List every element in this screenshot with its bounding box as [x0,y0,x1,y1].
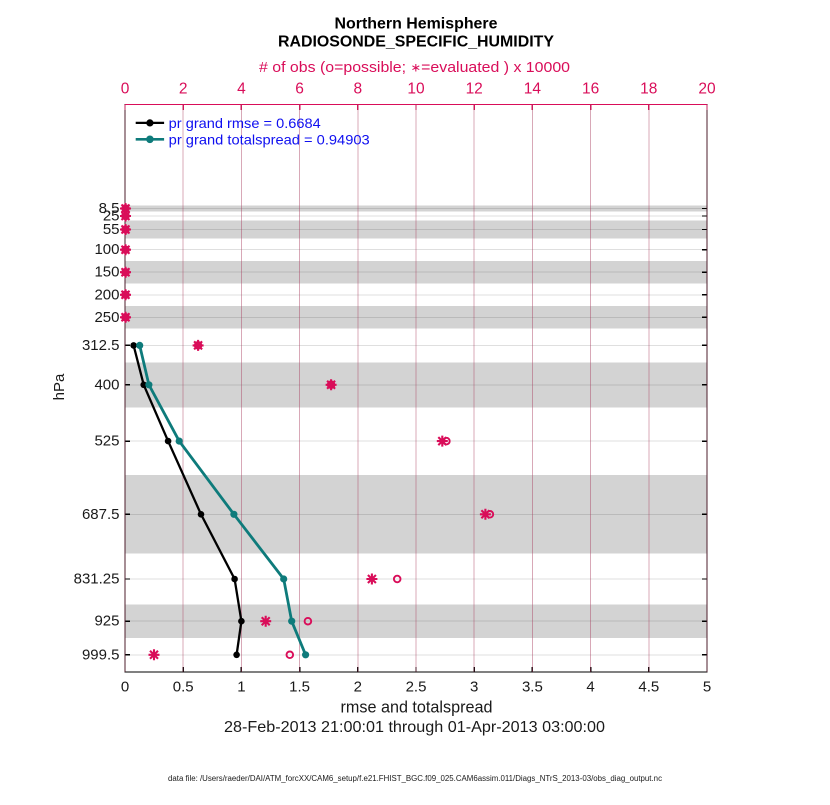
svg-text:12: 12 [466,81,483,98]
svg-text:10: 10 [407,81,425,98]
svg-text:8.5: 8.5 [99,200,120,217]
svg-text:150: 150 [94,264,119,281]
svg-text:100: 100 [94,241,119,258]
svg-text:25: 25 [103,208,120,225]
svg-text:250: 250 [94,309,119,326]
svg-text:2: 2 [354,679,362,696]
svg-text:hPa: hPa [51,373,68,400]
svg-text:0: 0 [121,81,130,98]
svg-text:925: 925 [94,613,119,630]
svg-text:999.5: 999.5 [82,646,120,663]
svg-text:200: 200 [94,286,119,303]
svg-text:Northern Hemisphere: Northern Hemisphere [335,16,498,33]
svg-text:rmse and totalspread: rmse and totalspread [341,699,493,717]
svg-text:525: 525 [94,433,119,450]
svg-text:20: 20 [698,81,716,98]
svg-text:18: 18 [640,81,657,98]
svg-text:6: 6 [295,81,304,98]
svg-text:0: 0 [121,679,129,696]
svg-text:data file: /Users/raeder/DAI/A: data file: /Users/raeder/DAI/ATM_forcXX/… [168,774,662,783]
svg-text:312.5: 312.5 [82,337,120,354]
svg-text:4.5: 4.5 [638,679,659,696]
svg-text:4: 4 [237,81,246,98]
svg-text:55: 55 [103,221,120,238]
svg-text:3: 3 [470,679,478,696]
svg-text:5: 5 [703,679,711,696]
svg-text:400: 400 [94,376,119,393]
svg-text:14: 14 [524,81,542,98]
svg-text:16: 16 [582,81,599,98]
svg-text:4: 4 [586,679,594,696]
svg-text:3.5: 3.5 [522,679,543,696]
svg-text:pr grand rmse = 0.6684: pr grand rmse = 0.6684 [169,115,321,131]
svg-text:1: 1 [237,679,245,696]
svg-text:RADIOSONDE_SPECIFIC_HUMIDITY: RADIOSONDE_SPECIFIC_HUMIDITY [278,34,554,51]
svg-text:0.5: 0.5 [173,679,194,696]
svg-text:2.5: 2.5 [406,679,427,696]
svg-text:831.25: 831.25 [74,571,120,588]
svg-text:1.5: 1.5 [289,679,310,696]
svg-text:# of obs (o=possible; ∗=evalua: # of obs (o=possible; ∗=evaluated ) x 10… [259,59,570,76]
svg-text:28-Feb-2013 21:00:01 through 0: 28-Feb-2013 21:00:01 through 01-Apr-2013… [224,719,605,736]
svg-text:687.5: 687.5 [82,506,120,523]
svg-text:8: 8 [353,81,362,98]
svg-text:2: 2 [179,81,188,98]
svg-text:pr grand totalspread = 0.94903: pr grand totalspread = 0.94903 [169,131,370,147]
